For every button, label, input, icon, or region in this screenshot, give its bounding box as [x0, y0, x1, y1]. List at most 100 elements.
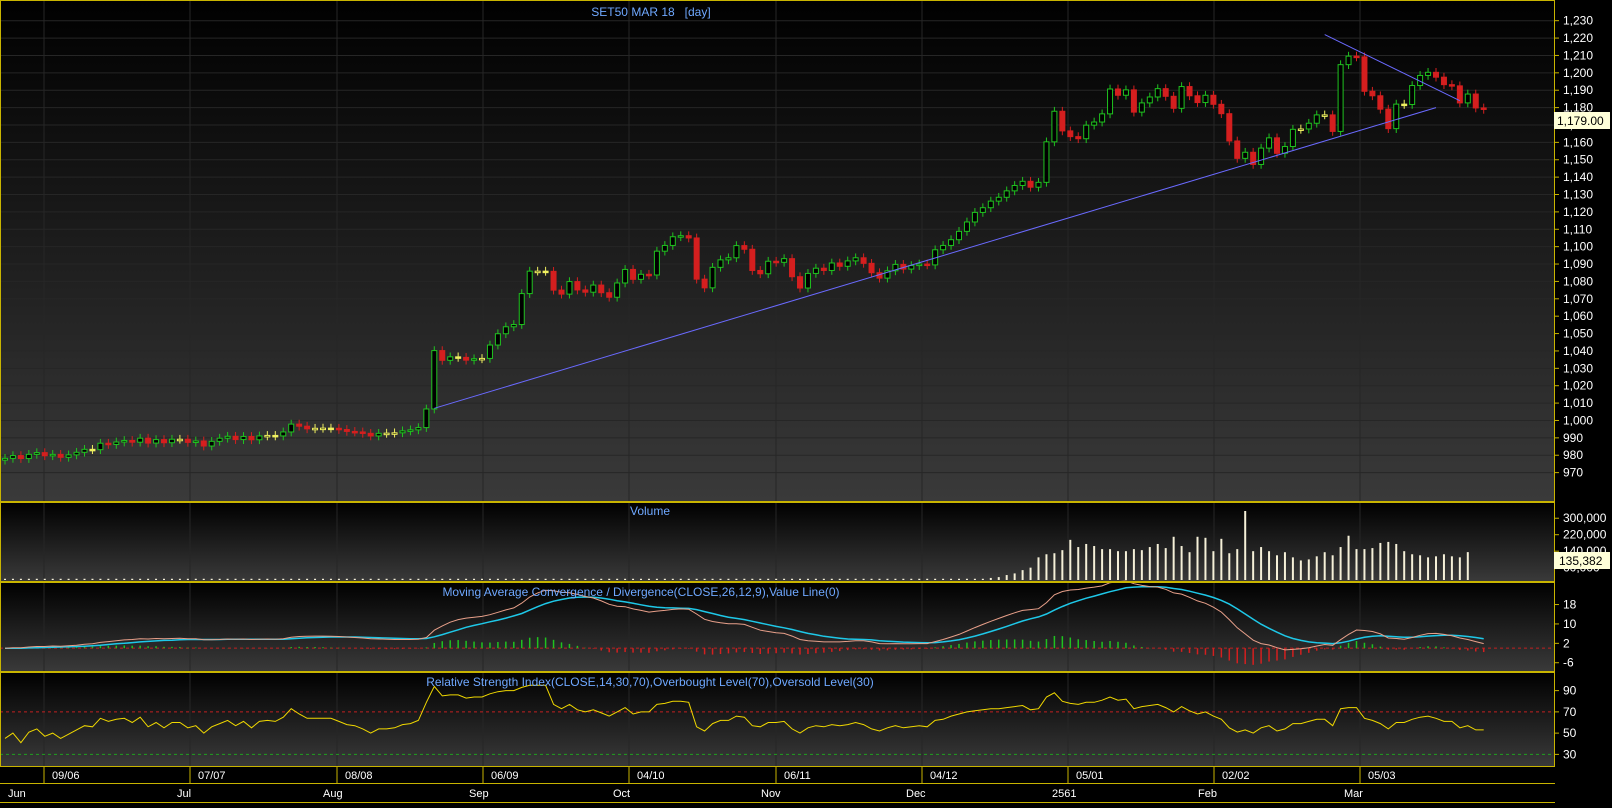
- candle-body: [1115, 88, 1121, 96]
- volume-panel-title: Volume: [630, 504, 670, 518]
- candle-body: [33, 452, 40, 455]
- candle-body: [272, 434, 279, 438]
- price-tick-label: 1,080: [1563, 274, 1593, 288]
- candle-body: [471, 358, 478, 361]
- candle-body: [41, 452, 48, 457]
- candle-body: [423, 408, 430, 429]
- rsi-tick-label: 50: [1563, 726, 1577, 740]
- candle-body: [176, 438, 183, 442]
- candle-body: [550, 270, 557, 291]
- candle-body: [630, 268, 637, 280]
- candle-body: [1250, 151, 1257, 165]
- last-price-badge: 1,179.00: [1554, 112, 1610, 129]
- candle-body: [1385, 108, 1392, 130]
- candle-body: [685, 235, 692, 239]
- x-tick-label-top: 06/09: [491, 770, 519, 782]
- candle-body: [884, 270, 891, 279]
- candle-body: [1202, 94, 1209, 104]
- price-tick-label: 1,120: [1563, 205, 1593, 219]
- last-volume-label: 135,382: [1559, 554, 1603, 568]
- candle-body: [717, 259, 724, 268]
- candle-body: [89, 448, 96, 452]
- x-tick-label-bottom: Dec: [906, 788, 926, 800]
- candles: [2, 51, 1487, 465]
- candle-body: [81, 448, 88, 453]
- candle-body: [773, 260, 780, 264]
- candle-body: [1409, 85, 1416, 105]
- candle-body: [232, 435, 239, 441]
- candle-body: [431, 350, 438, 410]
- candle-body: [677, 235, 684, 238]
- candle-body: [741, 245, 748, 250]
- x-tick-label-top: 05/03: [1368, 770, 1396, 782]
- price-tick-label: 1,070: [1563, 292, 1593, 306]
- x-tick-label-bottom: 2561: [1052, 788, 1076, 800]
- candle-body: [312, 427, 319, 431]
- candle-body: [820, 267, 827, 271]
- candle-body: [121, 439, 128, 443]
- candle-body: [296, 423, 303, 427]
- x-tick-label-top: 04/10: [637, 770, 665, 782]
- candle-body: [1361, 56, 1368, 92]
- candle-body: [1194, 95, 1201, 104]
- x-tick-label-top: 05/01: [1076, 770, 1104, 782]
- candle-body: [1353, 55, 1360, 59]
- price-panel-title: SET50 MAR 18 [day]: [591, 5, 710, 19]
- candle-body: [1369, 90, 1376, 97]
- candle-body: [200, 440, 207, 447]
- price-tick-label: 1,180: [1563, 101, 1593, 115]
- candle-body: [343, 429, 350, 432]
- candle-body: [1138, 102, 1145, 113]
- candle-body: [184, 438, 191, 443]
- candle-body: [836, 262, 843, 267]
- candle-body: [757, 269, 764, 275]
- x-tick-label-top: 02/02: [1222, 770, 1250, 782]
- candle-body: [828, 262, 835, 271]
- price-tick-label: 1,030: [1563, 361, 1593, 375]
- rsi-tick-label: 70: [1563, 705, 1577, 719]
- candle-body: [439, 350, 446, 361]
- candle-body: [995, 196, 1002, 202]
- candle-body: [129, 439, 136, 443]
- candle-body: [65, 454, 72, 458]
- candle-body: [598, 284, 605, 294]
- candle-body: [1099, 113, 1106, 123]
- candle-body: [1154, 88, 1161, 98]
- candle-body: [1003, 190, 1010, 198]
- candle-body: [455, 356, 462, 359]
- candle-body: [1027, 180, 1034, 188]
- rsi-series: [0, 684, 1555, 755]
- candle-body: [1210, 94, 1217, 105]
- price-tick-label: 1,150: [1563, 153, 1593, 167]
- candle-body: [693, 237, 700, 280]
- candle-body: [510, 324, 517, 328]
- price-tick-label: 1,210: [1563, 48, 1593, 62]
- candle-body: [765, 260, 772, 275]
- last-price-label: 1,179.00: [1557, 114, 1604, 128]
- candle-body: [542, 270, 549, 274]
- price-tick-label: 980: [1563, 448, 1583, 462]
- trendline: [434, 107, 1437, 409]
- candle-body: [1035, 181, 1042, 188]
- candle-body: [1130, 89, 1137, 113]
- candle-body: [526, 270, 533, 295]
- x-tick-label-bottom: Nov: [761, 788, 781, 800]
- x-tick-label-bottom: Aug: [323, 788, 343, 800]
- candle-body: [1456, 85, 1463, 104]
- candle-body: [1337, 64, 1344, 132]
- candle-body: [725, 257, 732, 261]
- candle-body: [1401, 103, 1408, 107]
- rsi-tick-label: 90: [1563, 684, 1577, 698]
- candle-body: [1472, 93, 1479, 109]
- price-tick-label: 1,060: [1563, 309, 1593, 323]
- candle-body: [327, 427, 334, 431]
- candle-body: [359, 431, 366, 434]
- candle-body: [987, 200, 994, 209]
- candle-body: [709, 266, 716, 289]
- candle-body: [940, 244, 947, 251]
- candle-body: [224, 435, 231, 439]
- candle-body: [701, 278, 708, 289]
- panel-frame: [0, 672, 1555, 767]
- candle-body: [248, 435, 255, 441]
